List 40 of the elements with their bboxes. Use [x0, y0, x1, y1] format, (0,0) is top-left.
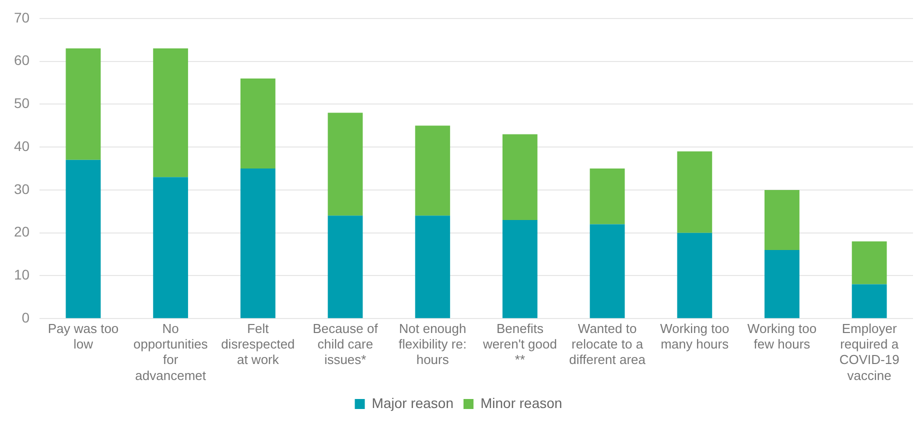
- bar: [590, 224, 625, 318]
- legend-label: Minor reason: [480, 394, 562, 411]
- bar: [240, 168, 276, 318]
- y-tick-label: 0: [22, 309, 30, 326]
- y-tick-label: 40: [14, 138, 30, 154]
- bar: [502, 220, 538, 318]
- x-tick-label: Wanted to relocate to a different area: [569, 320, 646, 368]
- x-tick-label: No opportunities for advancemet: [133, 320, 208, 383]
- bar: [677, 232, 712, 318]
- x-tick-label: Working too few hours: [747, 320, 817, 352]
- x-tick-label: Felt disrespected at work: [221, 320, 295, 368]
- bar: [764, 250, 800, 318]
- bar: [852, 284, 887, 318]
- bar: [764, 190, 800, 250]
- bar: [415, 216, 450, 318]
- bar: [153, 48, 188, 178]
- bar: [677, 151, 712, 233]
- y-tick-label: 10: [14, 266, 30, 283]
- y-tick-label: 60: [14, 52, 30, 68]
- bar: [415, 126, 450, 216]
- bar: [502, 134, 538, 220]
- bar: [328, 112, 363, 216]
- bar: [66, 48, 101, 160]
- x-tick-label: Because of child care issues*: [312, 320, 378, 368]
- legend-label: Major reason: [372, 394, 454, 411]
- y-tick-label: 70: [14, 9, 30, 26]
- bar: [852, 241, 887, 284]
- bar: [153, 177, 188, 318]
- y-tick-label: 20: [14, 224, 30, 240]
- bar: [328, 216, 363, 318]
- x-tick-label: Working too many hours: [660, 320, 730, 352]
- bar: [66, 160, 101, 318]
- x-tick-label: Benefits weren't good **: [482, 320, 557, 368]
- y-tick-label: 50: [14, 95, 30, 112]
- x-tick-label: Not enough flexibility re: hours: [398, 320, 467, 368]
- x-tick-label: Pay was too low: [48, 320, 119, 352]
- y-tick-label: 30: [14, 180, 30, 197]
- bar: [590, 168, 625, 224]
- x-tick-label: Employer required a COVID-19 vaccine: [839, 320, 900, 383]
- bar: [240, 78, 276, 168]
